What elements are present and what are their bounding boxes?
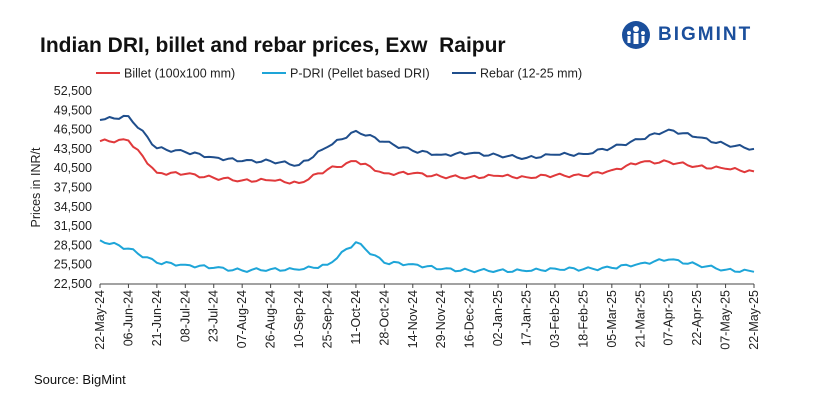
y-tick-label: 31,500 [54,219,92,233]
legend-label: P-DRI (Pellet based DRI) [290,67,430,81]
y-tick-label: 28,500 [54,238,92,252]
x-tick-label: 07-Apr-25 [662,290,676,346]
chart-title: Indian DRI, billet and rebar prices, Exw… [40,34,506,57]
x-tick-label: 11-Oct-24 [349,290,363,345]
chart-legend: Billet (100x100 mm) P-DRI (Pellet based D… [96,67,582,81]
x-tick-label: 05-Mar-25 [605,290,619,348]
legend-label: Rebar (12-25 mm) [480,67,582,81]
y-tick-label: 25,500 [54,258,92,272]
x-tick-label: 22-May-25 [747,290,761,350]
x-tick-label: 16-Dec-24 [463,290,477,348]
x-tick-label: 14-Nov-24 [406,290,420,348]
x-tick-label: 28-Oct-24 [377,290,391,346]
y-axis: 52,500 49,500 46,500 43,500 40,500 37,500 34,5… [29,84,92,291]
x-tick-label: 02-Jan-25 [491,290,505,346]
y-tick-label: 37,500 [54,181,92,195]
x-tick-label: 03-Feb-25 [548,290,562,348]
bigmint-logo-icon [622,21,650,49]
chart-series [99,114,755,274]
y-tick-label: 49,500 [54,103,92,117]
legend-label: Billet (100x100 mm) [124,67,235,81]
x-tick-label: 22-May-24 [93,290,107,350]
x-tick-label: 10-Sep-24 [292,290,306,348]
x-tick-label: 21-Mar-25 [633,290,647,348]
x-axis: 22-May-24 06-Jun-24 21-Jun-24 08-Jul-24 23-J… [93,283,761,350]
x-tick-label: 22-Apr-25 [690,290,704,346]
y-tick-label: 43,500 [54,142,92,156]
x-tick-label: 26-Aug-24 [264,290,278,348]
x-tick-label: 07-Aug-24 [235,290,249,348]
y-tick-label: 40,500 [54,161,92,175]
x-tick-label: 08-Jul-24 [178,290,192,342]
bigmint-logo: BIGMINT [620,20,752,50]
y-tick-label: 34,500 [54,200,92,214]
x-tick-label: 07-May-25 [719,290,733,350]
y-axis-title: Prices in INR/t [29,147,43,227]
x-tick-label: 21-Jun-24 [150,290,164,346]
x-tick-label: 17-Jan-25 [520,290,534,346]
x-tick-label: 23-Jul-24 [207,290,221,342]
x-tick-label: 25-Sep-24 [320,290,334,348]
x-tick-label: 18-Feb-25 [576,290,590,348]
x-tick-label: 29-Nov-24 [434,290,448,348]
y-tick-label: 52,500 [54,84,92,98]
series-line-billet [99,138,755,185]
x-tick-label: 06-Jun-24 [121,290,135,346]
bigmint-logo-text: BIGMINT [658,24,753,45]
series-line-p-dri [99,239,755,274]
y-tick-label: 46,500 [54,123,92,137]
source-note: Source: BigMint [34,372,126,387]
y-tick-label: 22,500 [54,277,92,291]
series-line-rebar [99,114,755,167]
